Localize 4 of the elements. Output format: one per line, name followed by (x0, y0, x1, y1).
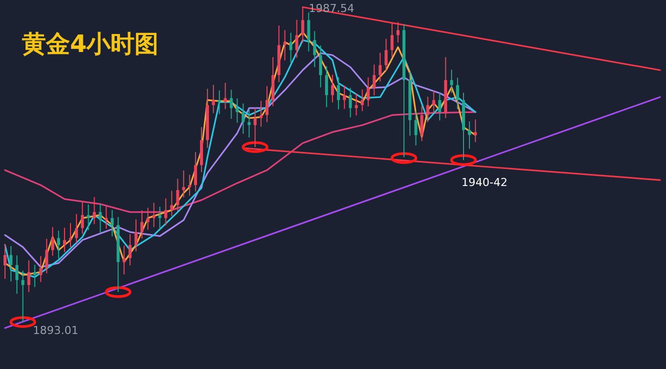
annotation: 1987.54 (308, 2, 354, 15)
annotation: 1940-42 (462, 176, 508, 190)
annotation: 1893.01 (32, 324, 78, 337)
title: 黄金4小时图 (22, 30, 159, 58)
